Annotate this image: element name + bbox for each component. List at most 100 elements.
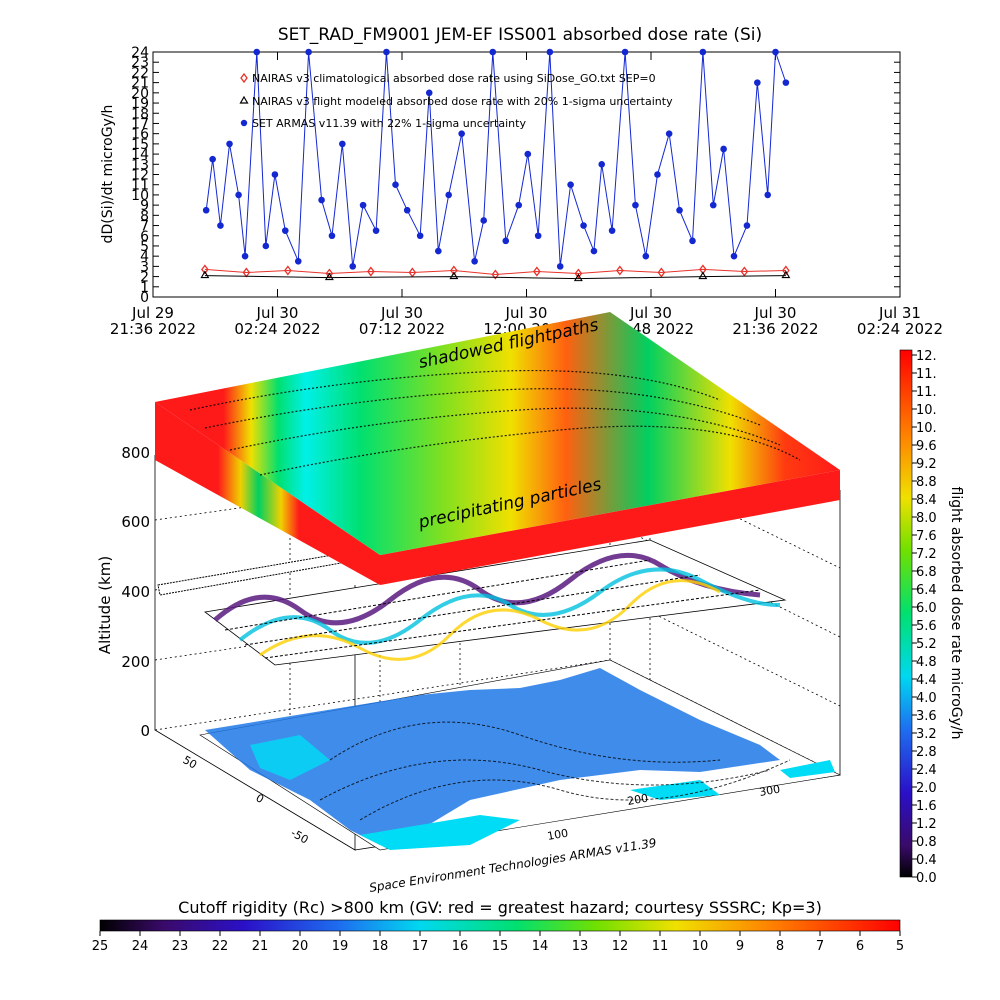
data-point (359, 201, 367, 209)
data-point (489, 48, 497, 56)
x-tick-label: Jul 30 (380, 304, 423, 322)
colorbar-tick-label: 1.6 (916, 799, 937, 814)
lon-tick-label: 200 (626, 792, 649, 808)
rigidity-tick-label: 12 (612, 939, 629, 954)
altitude-tick-label: 800 (121, 444, 150, 462)
rigidity-tick-label: 13 (572, 939, 589, 954)
colorbar-tick-label: 0.8 (916, 835, 937, 850)
rigidity-colorbar: Cutoff rigidity (Rc) >800 km (GV: red = … (92, 898, 904, 954)
rigidity-tick-label: 17 (412, 939, 429, 954)
data-point (621, 48, 629, 56)
data-point (201, 264, 209, 275)
data-point (253, 48, 261, 56)
series-line (204, 275, 786, 280)
data-point (632, 201, 639, 209)
data-point (200, 270, 210, 279)
rigidity-tick-label: 19 (332, 939, 349, 954)
data-point (590, 247, 598, 255)
data-point (616, 265, 624, 276)
altitude-tick-label: 600 (121, 513, 150, 531)
data-point (699, 48, 707, 56)
colorbar-tick-label: 11. (916, 385, 937, 400)
orbit-tracks (157, 551, 360, 596)
altitude-axis-label: Altitude (km) (96, 556, 114, 654)
rigidity-ticks: 25 24 23 22 21 20 19 18 17 16 15 14 13 12 11 10 9 8 7 6 5 (92, 931, 904, 954)
data-point (534, 232, 542, 240)
y-tick-label: 22 (131, 65, 149, 81)
colorbar-tick-label: 9.2 (916, 457, 937, 472)
rigidity-tick-label: 10 (692, 939, 709, 954)
data-point (740, 266, 749, 277)
y-tick-label: 14 (131, 147, 149, 163)
orbit-tracks (224, 559, 761, 659)
colorbar-tick-label: 7.6 (916, 529, 937, 544)
data-point (642, 252, 650, 260)
dose-rate-chart: SET_RAD_FM9001 JEM-EF ISS001 absorbed do… (100, 25, 943, 338)
y-tick-label: 5 (140, 239, 149, 255)
colorbar-tick-label: 10. (916, 421, 937, 436)
y-tick-label: 2 (140, 270, 149, 286)
data-point (480, 217, 488, 224)
y-tick-label: 24 (131, 45, 149, 61)
altitude-tick-label: 200 (121, 653, 150, 671)
ocean-region (780, 760, 835, 778)
rigidity-tick-label: 20 (292, 939, 309, 954)
rigidity-tick-label: 6 (856, 939, 864, 954)
lat-tick-label: -50 (289, 826, 311, 846)
slab-track-hatching (189, 369, 801, 476)
legend: NAIRAS v3 climatological absorbed dose r… (239, 72, 673, 130)
legend-item-set-armas: SET ARMAS v11.39 with 22% 1-sigma uncert… (240, 117, 526, 130)
data-point (262, 242, 270, 250)
lon-tick-label: 100 (546, 827, 569, 843)
data-point (698, 271, 708, 280)
colorbar-label: flight absorbed dose rate microGy/h (948, 487, 964, 740)
data-point (367, 266, 375, 277)
colorbar-tick-label: 7.2 (916, 547, 937, 562)
altitude-tick-label: 0 (140, 722, 150, 740)
x-tick-label: Jul 29 (131, 304, 174, 322)
rigidity-title: Cutoff rigidity (Rc) >800 km (GV: red = … (178, 898, 822, 917)
y-tick-label: 0 (140, 290, 149, 306)
y-tick-label: 10 (131, 188, 149, 204)
data-point (782, 79, 790, 86)
colorbar-tick-label: 11. (916, 367, 937, 382)
data-point (654, 171, 661, 178)
colorbar-tick-label: 6.0 (916, 601, 937, 616)
series-2 (202, 48, 790, 270)
data-point (772, 48, 779, 56)
data-point (383, 48, 390, 56)
colorbar-tick-label: 8.4 (916, 493, 937, 508)
data-point (445, 191, 452, 199)
y-tick-label: 23 (131, 55, 149, 71)
y-tick-label: 11 (131, 178, 149, 194)
y-tick-label: 8 (140, 208, 149, 224)
rigidity-tick-label: 25 (92, 939, 109, 954)
lat-tick-label: 0 (254, 791, 267, 806)
data-point (556, 263, 564, 270)
dose-colorbar: 12. 11. 11. 10. 10. 9.6 9.2 8.8 8.4 8.0 7.6 7.2 6.8 6… (899, 349, 964, 886)
data-point (502, 237, 510, 245)
data-point (689, 237, 696, 245)
data-point (764, 191, 772, 199)
y-tick-label: 3 (140, 259, 149, 275)
x-tick-label: Jul 30 (505, 304, 548, 322)
data-point (450, 265, 458, 276)
data-point (372, 227, 380, 234)
data-point (524, 150, 532, 158)
colorbar-tick-label: 8.8 (916, 475, 937, 490)
data-point (781, 270, 791, 279)
data-point (515, 201, 523, 209)
colorbar-tick-label: 3.2 (916, 727, 937, 742)
y-tick-label: 1 (140, 280, 149, 296)
data-point (608, 227, 616, 234)
triangle-marker-icon (239, 95, 249, 104)
data-point (573, 273, 583, 282)
y-tick-label: 20 (131, 86, 149, 102)
colorbar-tick-label: 2.4 (916, 763, 937, 778)
rigidity-gradient (99, 919, 901, 932)
colorbar-tick-label: 0.0 (916, 871, 937, 886)
x-tick-label: Jul 30 (629, 304, 672, 322)
y-tick-label: 7 (140, 219, 149, 235)
colorbar-tick-label: 6.8 (916, 565, 937, 580)
